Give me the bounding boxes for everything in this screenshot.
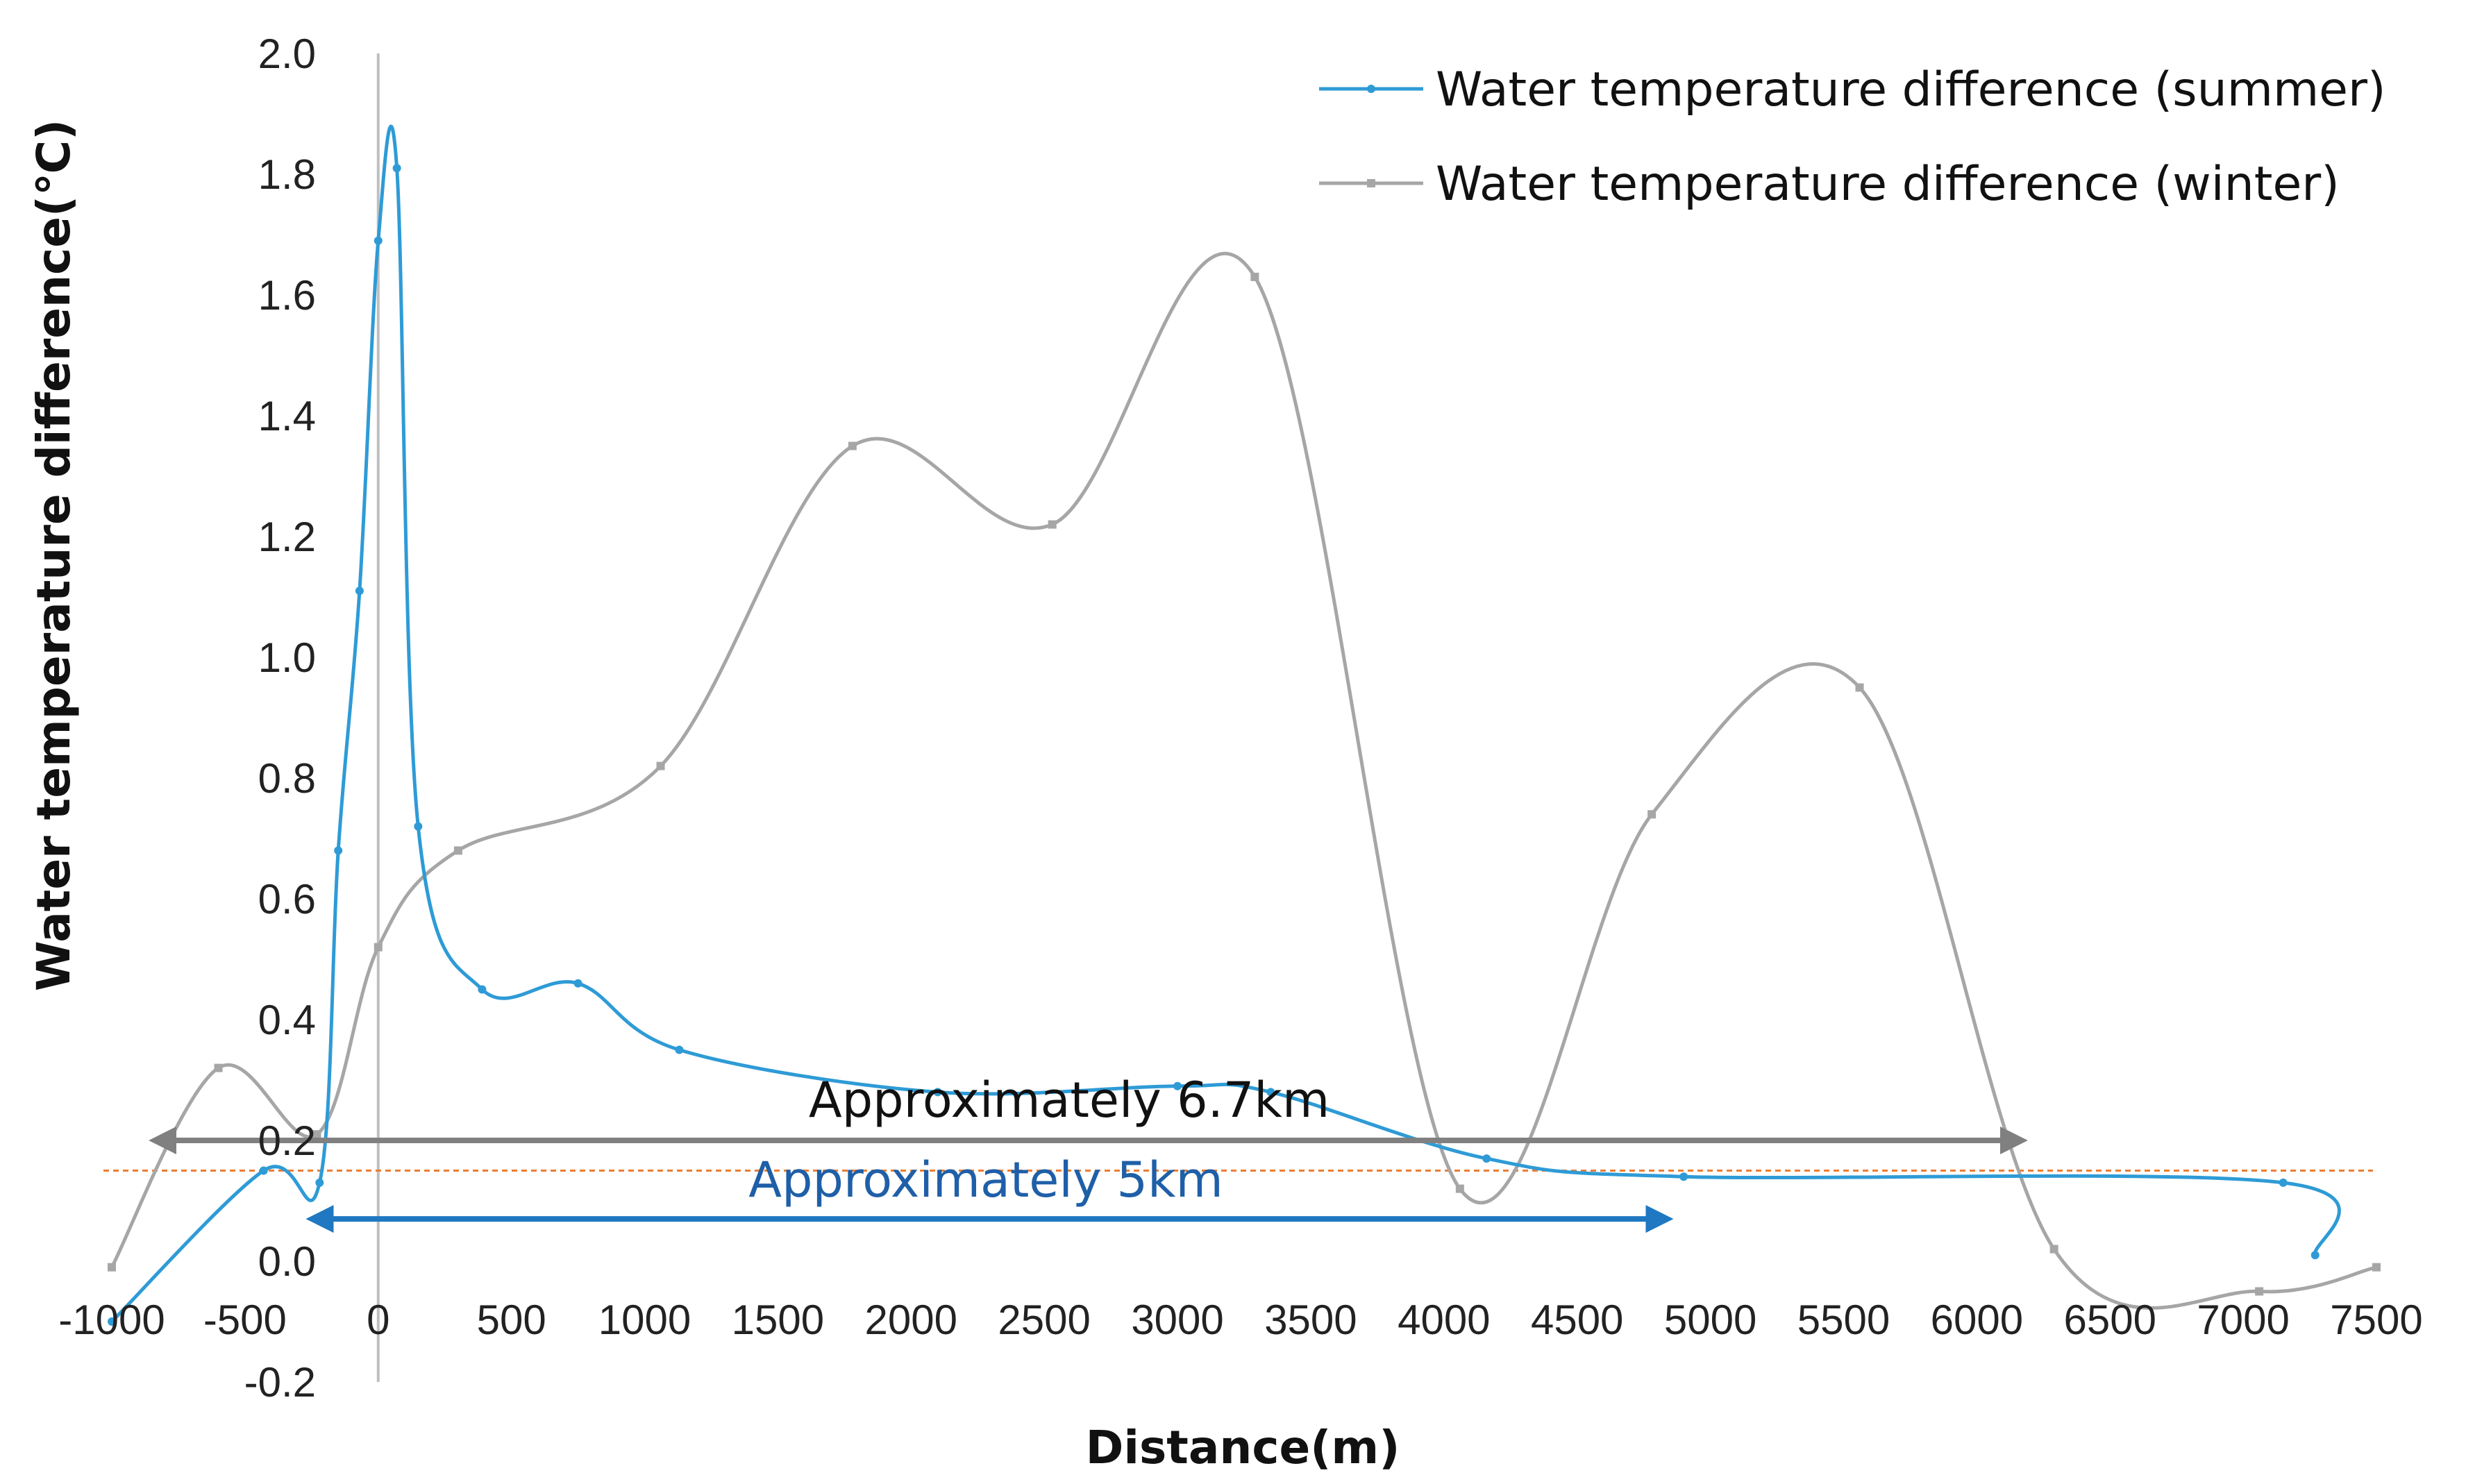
x-tick-label: 5500 xyxy=(1797,1297,1890,1343)
data-point-summer xyxy=(2279,1178,2288,1187)
distance-label-5km: Approximately 5km xyxy=(748,1152,1223,1208)
data-point-summer xyxy=(2310,1251,2320,1260)
data-point-winter xyxy=(453,846,462,855)
data-point-winter xyxy=(1250,272,1259,281)
data-point-summer xyxy=(478,985,487,994)
y-tick-label: 0.0 xyxy=(258,1238,316,1285)
data-point-winter xyxy=(1647,810,1656,819)
data-point-summer xyxy=(374,236,383,245)
x-tick-label: 1000 xyxy=(598,1297,691,1343)
data-point-summer xyxy=(315,1178,324,1187)
data-point-winter xyxy=(1855,683,1864,692)
data-point-summer xyxy=(1266,1088,1275,1097)
distance-label-6-7km: Approximately 6.7km xyxy=(809,1072,1330,1129)
data-point-winter xyxy=(1455,1184,1464,1193)
data-point-summer xyxy=(334,846,343,855)
legend: Water temperature difference (summer) Wa… xyxy=(1319,62,2386,212)
data-point-winter xyxy=(108,1263,116,1272)
x-tick-label: 5000 xyxy=(1664,1297,1756,1343)
data-point-summer xyxy=(392,164,401,173)
data-point-summer xyxy=(675,1045,684,1054)
data-point-winter xyxy=(2049,1245,2058,1254)
data-point-winter xyxy=(1048,520,1057,529)
series-line-winter xyxy=(110,251,2377,1310)
data-point-summer xyxy=(355,587,364,596)
y-axis-title: Water temperature difference(℃) xyxy=(27,119,81,991)
x-tick-label: 1500 xyxy=(732,1297,824,1343)
y-tick-label: 1.2 xyxy=(258,514,316,560)
y-tick-label: 0.2 xyxy=(258,1118,316,1164)
y-tick-label: 1.0 xyxy=(258,634,316,681)
x-tick-label: 0 xyxy=(367,1297,389,1343)
x-tick-label: 7000 xyxy=(2197,1297,2289,1343)
x-tick-label: -500 xyxy=(203,1297,287,1343)
x-tick-label: 6000 xyxy=(1931,1297,2023,1343)
y-tick-label: 1.6 xyxy=(258,272,316,319)
data-point-winter xyxy=(374,943,383,952)
x-axis-title: Distance(m) xyxy=(1086,1421,1400,1474)
data-point-winter xyxy=(656,761,665,770)
y-tick-label: 1.4 xyxy=(258,393,316,439)
legend-label-summer: Water temperature difference (summer) xyxy=(1436,62,2386,117)
legend-label-winter: Water temperature difference (winter) xyxy=(1436,157,2340,212)
x-tick-label: 6500 xyxy=(2063,1297,2156,1343)
x-tick-label: 3500 xyxy=(1264,1297,1357,1343)
data-point-summer xyxy=(1173,1081,1182,1090)
data-point-winter xyxy=(2372,1263,2381,1272)
x-tick-label: 4500 xyxy=(1531,1297,1623,1343)
y-tick-label: 0.8 xyxy=(258,755,316,802)
x-tick-label: 2500 xyxy=(998,1297,1090,1343)
series-summer xyxy=(108,124,2341,1326)
x-tick-label: 2000 xyxy=(865,1297,957,1343)
data-point-summer xyxy=(108,1317,116,1326)
data-point-winter xyxy=(214,1063,223,1072)
data-point-winter xyxy=(848,441,857,450)
legend-marker-summer xyxy=(1367,85,1375,93)
y-tick-label: 0.6 xyxy=(258,876,316,922)
y-tick-label: 1.8 xyxy=(258,151,316,198)
y-tick-label: 2.0 xyxy=(258,31,316,77)
data-point-summer xyxy=(933,1088,942,1097)
y-tick-label: 0.4 xyxy=(258,997,316,1043)
data-point-summer xyxy=(1482,1154,1491,1163)
x-tick-label: 500 xyxy=(477,1297,546,1343)
data-point-summer xyxy=(414,822,423,831)
series-winter xyxy=(108,251,2381,1310)
legend-marker-winter xyxy=(1367,179,1375,187)
data-point-summer xyxy=(259,1166,268,1175)
y-tick-label: -0.2 xyxy=(244,1359,316,1406)
x-tick-label: 3000 xyxy=(1131,1297,1223,1343)
data-point-summer xyxy=(1679,1172,1688,1181)
data-point-summer xyxy=(573,979,582,988)
x-tick-label: -1000 xyxy=(58,1297,165,1343)
x-tick-label: 7500 xyxy=(2330,1297,2422,1343)
data-point-winter xyxy=(2255,1287,2264,1296)
x-tick-label: 4000 xyxy=(1398,1297,1490,1343)
